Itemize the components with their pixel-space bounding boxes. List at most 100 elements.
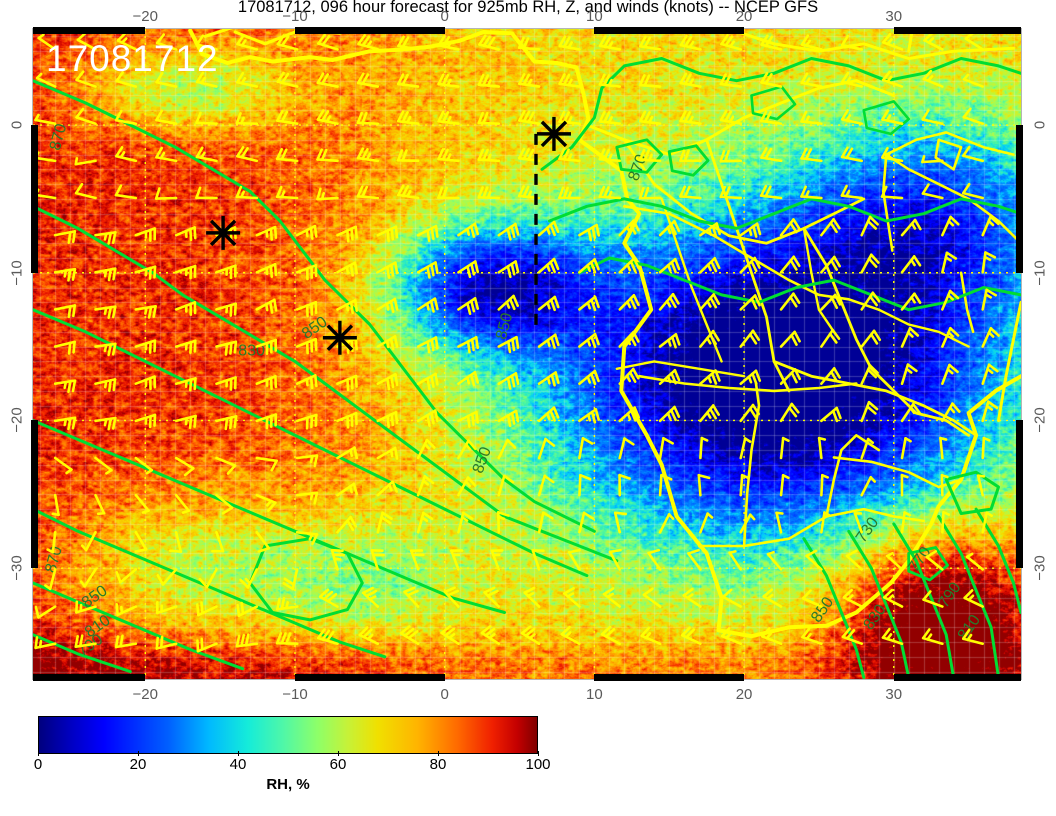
barb-half	[666, 226, 672, 235]
barb-full	[394, 411, 399, 425]
barb-full	[709, 296, 718, 309]
barb-shaft	[618, 437, 626, 460]
station-marker-marker-1[interactable]	[536, 116, 571, 151]
coastline-segment	[697, 507, 925, 548]
barb-full	[354, 374, 358, 388]
barb-shaft	[114, 118, 138, 126]
barb-shaft	[608, 550, 622, 571]
wind-barb	[496, 510, 510, 534]
barb-full	[393, 446, 399, 460]
barb-half	[805, 632, 812, 640]
wind-barb	[336, 446, 359, 460]
barb-full	[719, 73, 727, 86]
barb-full	[801, 589, 812, 600]
station-marker-marker-2[interactable]	[206, 215, 241, 250]
barb-full	[518, 73, 526, 86]
wind-barb	[981, 288, 998, 311]
barb-shaft	[35, 76, 57, 88]
wind-barb	[295, 413, 318, 430]
barb-full	[350, 413, 354, 427]
barb-full	[330, 548, 344, 553]
barb-shaft	[800, 120, 823, 126]
wind-barb	[779, 218, 801, 237]
barb-shaft	[34, 642, 57, 650]
barb-shaft	[195, 121, 218, 126]
barb-shaft	[490, 549, 501, 571]
wind-barb	[537, 511, 554, 534]
barb-half	[448, 633, 456, 640]
wind-barb	[74, 182, 97, 200]
barb-full	[75, 70, 85, 82]
wind-barb	[94, 342, 117, 357]
map-panel[interactable]: 830 850 850 810 790 870 870 850 850 850 830 810 790 7…	[32, 28, 1022, 680]
coastline-segment	[825, 434, 881, 518]
barb-shaft	[779, 255, 796, 274]
barb-half	[65, 468, 73, 475]
barb-full	[188, 378, 193, 392]
barb-full	[482, 186, 489, 199]
wind-barb	[981, 327, 1000, 348]
wind-barb	[94, 231, 117, 245]
barb-full	[871, 291, 881, 303]
barb-half	[626, 412, 632, 421]
barb-full	[331, 553, 346, 557]
barb-full	[403, 627, 415, 637]
barb-half	[181, 509, 190, 514]
wind-barb	[53, 379, 77, 394]
wind-barb	[860, 364, 879, 386]
barb-full	[517, 147, 526, 160]
wind-barb	[51, 493, 60, 517]
wind-barb	[800, 185, 823, 200]
height-contour	[33, 633, 132, 674]
barb-half	[766, 550, 775, 556]
colorbar-tick-label: 80	[429, 756, 447, 773]
barb-half	[688, 115, 694, 124]
barb-shaft	[531, 549, 541, 571]
barb-shaft	[964, 37, 984, 51]
wind-barb	[618, 473, 631, 497]
barb-full	[669, 223, 677, 236]
barb-full	[670, 372, 677, 385]
barb-full	[562, 111, 570, 124]
wind-barb	[80, 530, 97, 552]
wind-barb	[860, 329, 882, 348]
wind-barb	[416, 475, 435, 497]
barb-full	[358, 626, 369, 637]
axis-bar-top	[32, 27, 1022, 34]
station-marker-marker-3[interactable]	[322, 320, 357, 355]
barb-shaft	[800, 81, 823, 88]
height-contour	[615, 138, 664, 174]
barb-half	[460, 516, 469, 522]
barb-half	[982, 436, 991, 442]
barb-full	[437, 73, 445, 86]
x-tick-top: 30	[885, 8, 903, 25]
barb-half	[105, 468, 113, 475]
barb-full	[115, 602, 119, 617]
barb-half	[420, 516, 429, 523]
barb-full	[273, 298, 278, 312]
barb-full	[948, 363, 959, 374]
barb-half	[910, 222, 917, 230]
barb-shaft	[981, 215, 992, 237]
wind-barb	[195, 186, 218, 200]
barb-half	[607, 153, 613, 162]
wind-barb	[560, 625, 581, 646]
barb-full	[832, 367, 841, 379]
wind-barb	[801, 589, 823, 608]
barb-full	[563, 586, 575, 595]
wind-barb	[900, 511, 912, 534]
barb-full	[518, 109, 526, 122]
barb-shaft	[236, 42, 259, 51]
wind-barb	[925, 550, 944, 571]
barb-full	[482, 111, 489, 125]
barb-full	[560, 625, 571, 636]
barb-half	[159, 151, 166, 160]
barb-full	[280, 632, 287, 645]
barb-full	[724, 35, 734, 47]
barb-full	[719, 185, 727, 199]
wind-barb	[316, 72, 339, 88]
barb-full	[830, 296, 839, 310]
wind-barb	[518, 109, 541, 126]
barb-full	[152, 305, 157, 319]
wind-barb	[921, 109, 944, 126]
